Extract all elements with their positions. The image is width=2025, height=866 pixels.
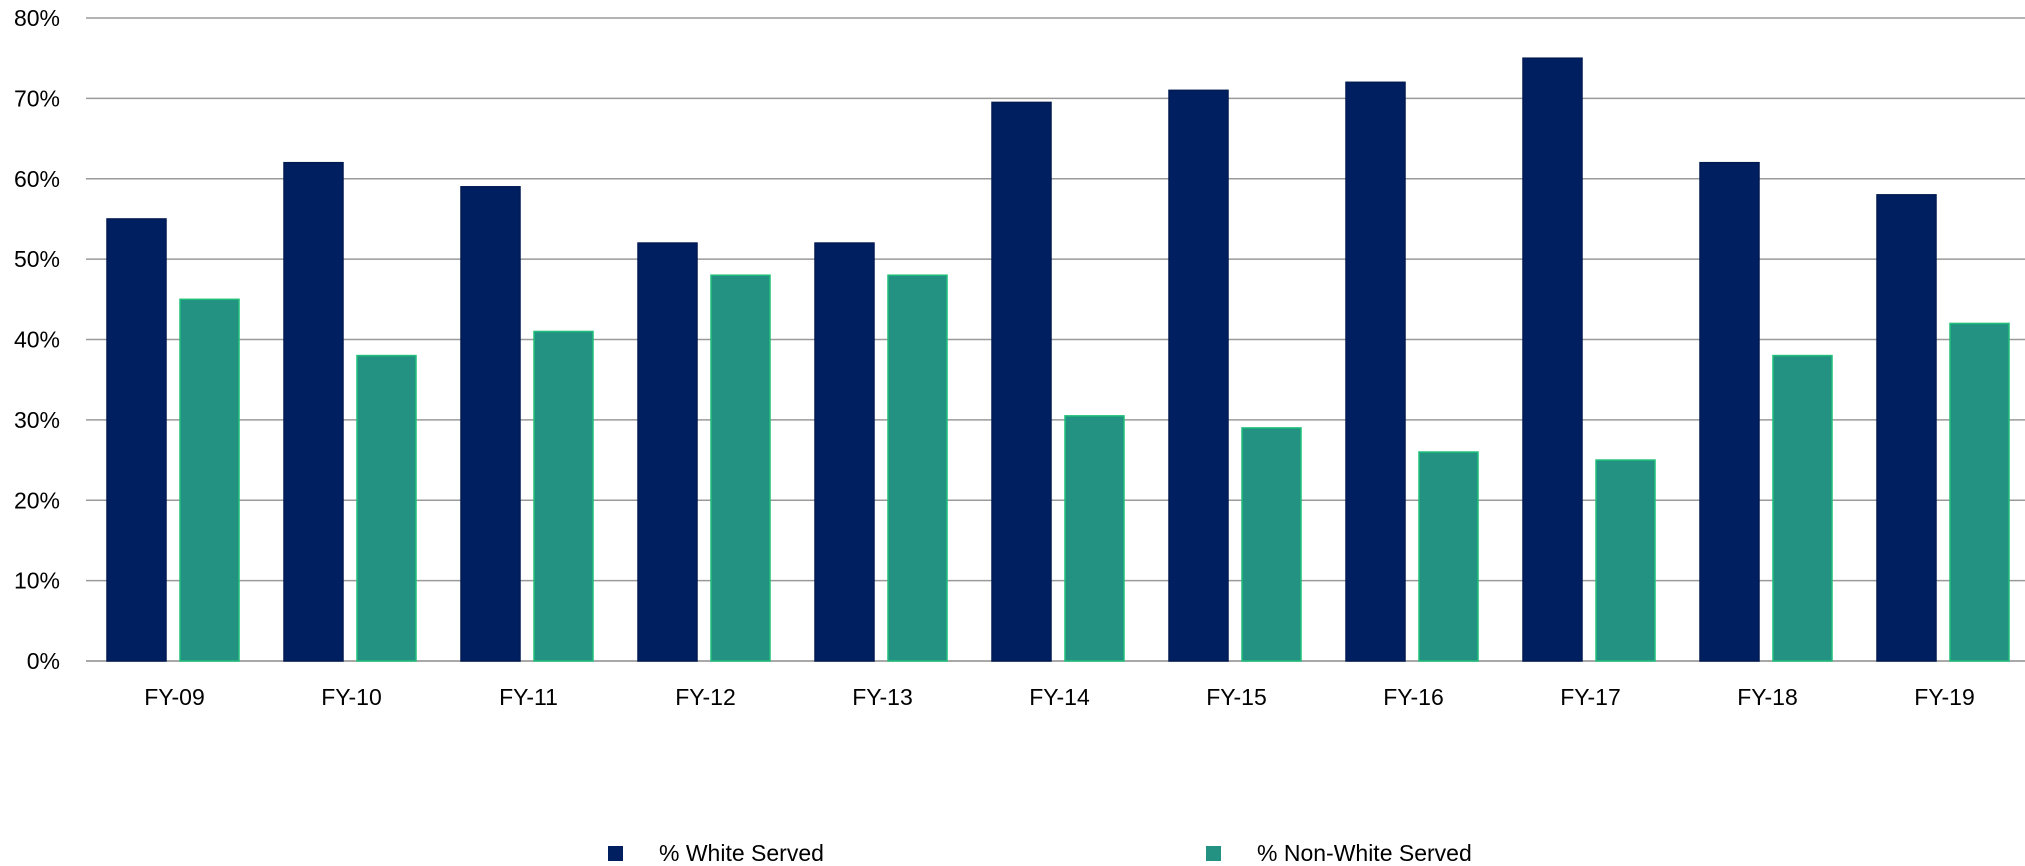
bar-non-white-served-fy-19 [1949, 322, 2010, 662]
bar-non-white-served-fy-09 [179, 298, 240, 662]
y-tick-label: 80% [14, 5, 60, 31]
x-tick-label: FY-10 [321, 684, 382, 710]
x-tick-label: FY-13 [852, 684, 913, 710]
axes: 0% 10% 20% 30% 40% 50% 60% 70% 80% FY-09 FY-10 FY-1… [14, 5, 1975, 710]
bar-white-served-fy-16 [1345, 81, 1406, 662]
x-tick-label: FY-15 [1206, 684, 1267, 710]
legend: % White Served % Non-White Served [608, 840, 1472, 866]
x-tick-label: FY-16 [1383, 684, 1444, 710]
x-tick-label: FY-12 [675, 684, 736, 710]
y-tick-label: 30% [14, 407, 60, 433]
bar-non-white-served-fy-11 [533, 330, 594, 662]
y-tick-label: 0% [27, 648, 60, 674]
legend-label-non-white-served: % Non-White Served [1257, 840, 1472, 866]
bar-non-white-served-fy-14 [1064, 415, 1125, 662]
bar-white-served-fy-12 [637, 242, 698, 662]
y-tick-label: 40% [14, 327, 60, 353]
x-tick-label: FY-11 [499, 684, 558, 710]
bar-white-served-fy-19 [1876, 194, 1937, 662]
y-tick-label: 20% [14, 487, 60, 513]
bar-white-served-fy-15 [1168, 89, 1229, 662]
bar-non-white-served-fy-10 [356, 354, 417, 662]
bar-non-white-served-fy-18 [1772, 354, 1833, 662]
bars [106, 57, 2010, 662]
bar-non-white-served-fy-16 [1418, 451, 1479, 662]
y-tick-label: 10% [14, 568, 60, 594]
x-tick-label: FY-14 [1029, 684, 1090, 710]
bar-white-served-fy-14 [991, 101, 1052, 662]
x-tick-label: FY-17 [1560, 684, 1621, 710]
x-tick-label: FY-18 [1737, 684, 1798, 710]
x-tick-label: FY-19 [1914, 684, 1975, 710]
bar-white-served-fy-18 [1699, 161, 1760, 662]
bar-non-white-served-fy-13 [887, 274, 948, 662]
bar-white-served-fy-13 [814, 242, 875, 662]
legend-swatch-non-white-served [1206, 846, 1221, 861]
bar-non-white-served-fy-17 [1595, 459, 1656, 662]
bar-white-served-fy-17 [1522, 57, 1583, 662]
bar-non-white-served-fy-15 [1241, 427, 1302, 662]
bar-white-served-fy-11 [460, 186, 521, 662]
x-tick-label: FY-09 [144, 684, 205, 710]
legend-label-white-served: % White Served [659, 840, 824, 866]
bar-white-served-fy-09 [106, 218, 167, 662]
y-tick-label: 70% [14, 85, 60, 111]
y-tick-label: 60% [14, 166, 60, 192]
legend-swatch-white-served [608, 846, 623, 861]
y-tick-label: 50% [14, 246, 60, 272]
bar-non-white-served-fy-12 [710, 274, 771, 662]
bar-white-served-fy-10 [283, 161, 344, 662]
